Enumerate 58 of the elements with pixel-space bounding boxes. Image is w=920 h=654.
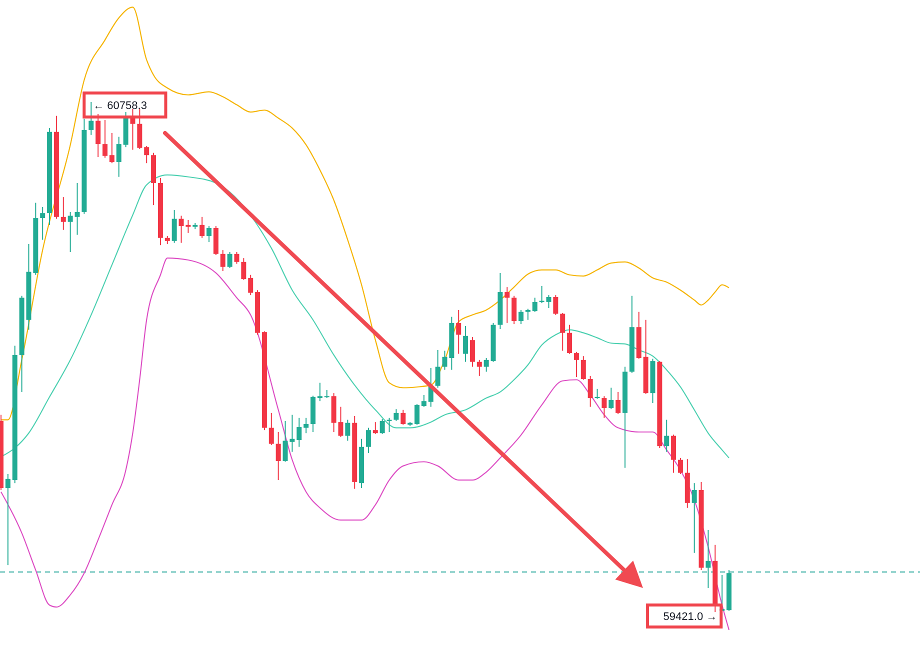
- candlestick: [144, 145, 150, 164]
- candlestick: [276, 431, 281, 481]
- candlestick: [96, 113, 101, 158]
- candlestick: [588, 375, 593, 408]
- candlestick: [345, 419, 350, 442]
- candlestick: [421, 394, 426, 408]
- candlestick: [40, 206, 46, 240]
- candlestick: [435, 350, 440, 388]
- candlestick: [380, 418, 385, 434]
- candlestick: [692, 482, 697, 554]
- candlestick: [518, 309, 524, 325]
- candlestick: [484, 358, 489, 372]
- candlestick: [68, 211, 73, 252]
- candlestick: [470, 336, 475, 368]
- candlestick: [317, 382, 322, 402]
- candlestick: [512, 295, 517, 325]
- candlestick: [109, 132, 114, 164]
- candlestick: [394, 408, 399, 422]
- annotation: ← 60758.3: [93, 100, 147, 112]
- candlestick: [560, 312, 566, 352]
- candlestick: [296, 417, 302, 448]
- candlestick: [220, 250, 226, 272]
- candlestick: [200, 216, 205, 238]
- candlestick: [366, 427, 371, 454]
- candlestick: [664, 419, 670, 452]
- candlestick: [268, 412, 274, 446]
- candlestick: [525, 308, 530, 320]
- candlestick: [74, 182, 80, 236]
- candlestick: [456, 309, 462, 354]
- candlestick: [304, 417, 309, 434]
- candlestick: [608, 387, 614, 410]
- candlestick: [678, 457, 683, 474]
- candlestick: [616, 391, 621, 415]
- candlestick: [5, 473, 10, 566]
- candlestick: [102, 120, 108, 158]
- candlestick: [463, 325, 468, 362]
- candlestick: [116, 136, 122, 178]
- candlestick: [372, 422, 378, 434]
- candlestick: [400, 409, 406, 426]
- candlestick: [504, 286, 510, 324]
- candlestick: [60, 196, 66, 230]
- candlestick: [580, 356, 586, 380]
- annotation: 59421.0 →: [663, 611, 718, 623]
- candlestick: [574, 351, 579, 378]
- candlestick: [172, 210, 177, 244]
- candlestick: [602, 396, 607, 418]
- candlestick: [414, 404, 420, 426]
- candlestick: [227, 251, 232, 269]
- candlestick: [532, 297, 538, 312]
- candlestick: [241, 258, 246, 280]
- candlestick: [88, 102, 94, 136]
- candlestick: [234, 251, 240, 264]
- candlestick: [206, 226, 212, 243]
- candlestick: [248, 274, 254, 296]
- candlestick: [476, 359, 482, 376]
- candlestick: [442, 350, 448, 370]
- candlestick: [553, 294, 558, 316]
- candlestick: [567, 324, 572, 354]
